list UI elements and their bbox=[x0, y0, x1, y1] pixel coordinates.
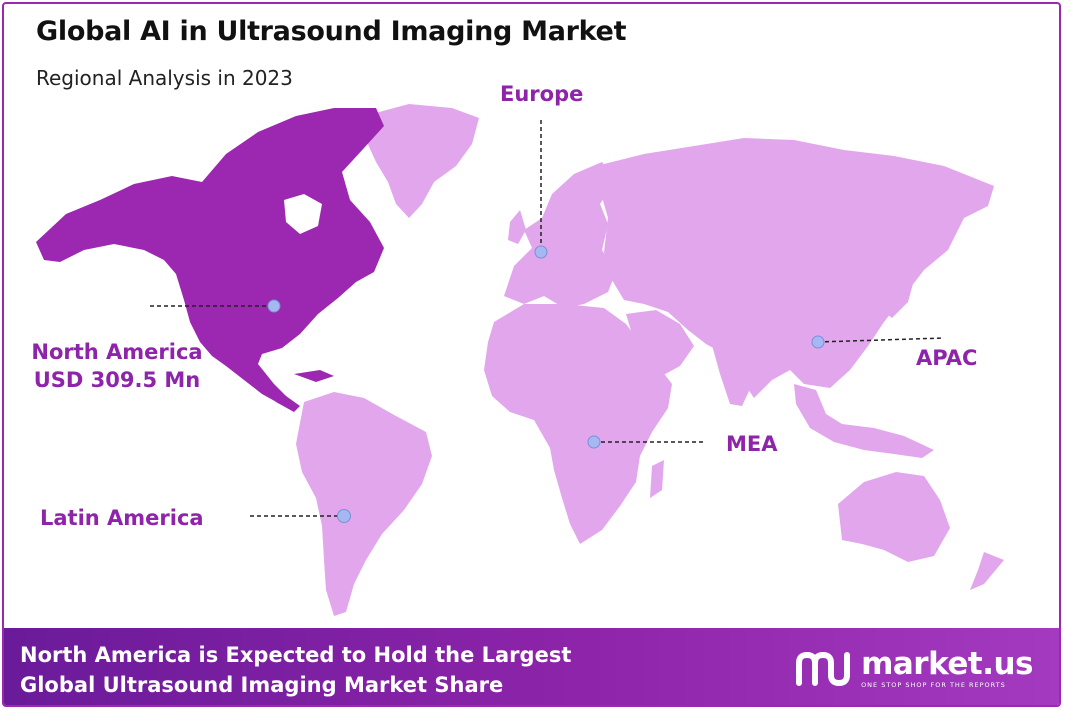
footer-line-1: North America is Expected to Hold the La… bbox=[20, 640, 571, 670]
europe-marker bbox=[535, 246, 547, 258]
new-zealand-shape bbox=[970, 552, 1004, 590]
north-america-marker bbox=[268, 300, 280, 312]
brand-logo: market.us ONE STOP SHOP FOR THE REPORTS bbox=[795, 644, 1033, 694]
india-shape bbox=[710, 334, 766, 406]
madagascar-shape bbox=[650, 460, 664, 498]
apac-label: APAC bbox=[916, 344, 977, 372]
europe-label: Europe bbox=[500, 80, 583, 108]
uk-shape bbox=[508, 210, 526, 244]
mea-label: MEA bbox=[726, 430, 778, 458]
market-us-logo-icon bbox=[795, 649, 853, 689]
apac-marker bbox=[812, 336, 824, 348]
footer-banner: North America is Expected to Hold the La… bbox=[4, 628, 1061, 707]
central-america-shape bbox=[262, 384, 300, 412]
latin-america-label: Latin America bbox=[40, 504, 204, 532]
mea-marker bbox=[588, 436, 600, 448]
north-america-value: USD 309.5 Mn bbox=[22, 366, 212, 394]
australia-shape bbox=[838, 472, 950, 562]
footer-line-2: Global Ultrasound Imaging Market Share bbox=[20, 670, 571, 700]
south-america-shape bbox=[296, 392, 432, 616]
brand-name: market.us bbox=[861, 648, 1033, 680]
north-america-name: North America bbox=[22, 338, 212, 366]
footer-headline: North America is Expected to Hold the La… bbox=[20, 640, 571, 700]
north-america-label: North America USD 309.5 Mn bbox=[22, 338, 212, 394]
caribbean-shape bbox=[294, 370, 334, 382]
latin-america-marker bbox=[338, 510, 351, 523]
southeast-asia-shape bbox=[794, 384, 934, 458]
